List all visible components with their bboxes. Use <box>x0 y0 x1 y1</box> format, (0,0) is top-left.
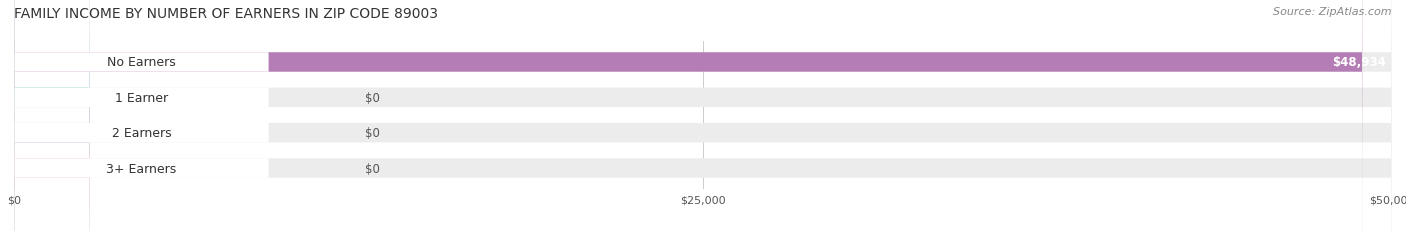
FancyBboxPatch shape <box>14 0 1392 231</box>
Text: No Earners: No Earners <box>107 56 176 69</box>
FancyBboxPatch shape <box>14 0 90 231</box>
Text: $0: $0 <box>366 91 380 104</box>
FancyBboxPatch shape <box>14 0 269 231</box>
Text: $48,934: $48,934 <box>1333 56 1386 69</box>
Text: $0: $0 <box>366 127 380 140</box>
FancyBboxPatch shape <box>14 0 1392 231</box>
Text: $0: $0 <box>366 162 380 175</box>
FancyBboxPatch shape <box>14 0 90 231</box>
Text: 3+ Earners: 3+ Earners <box>107 162 177 175</box>
FancyBboxPatch shape <box>14 0 1362 231</box>
FancyBboxPatch shape <box>14 0 90 231</box>
FancyBboxPatch shape <box>14 0 269 231</box>
FancyBboxPatch shape <box>14 0 1392 231</box>
FancyBboxPatch shape <box>14 0 269 231</box>
Text: Source: ZipAtlas.com: Source: ZipAtlas.com <box>1274 7 1392 17</box>
Text: 1 Earner: 1 Earner <box>115 91 169 104</box>
FancyBboxPatch shape <box>14 0 269 231</box>
FancyBboxPatch shape <box>14 0 1392 231</box>
Text: 2 Earners: 2 Earners <box>111 127 172 140</box>
Text: FAMILY INCOME BY NUMBER OF EARNERS IN ZIP CODE 89003: FAMILY INCOME BY NUMBER OF EARNERS IN ZI… <box>14 7 439 21</box>
